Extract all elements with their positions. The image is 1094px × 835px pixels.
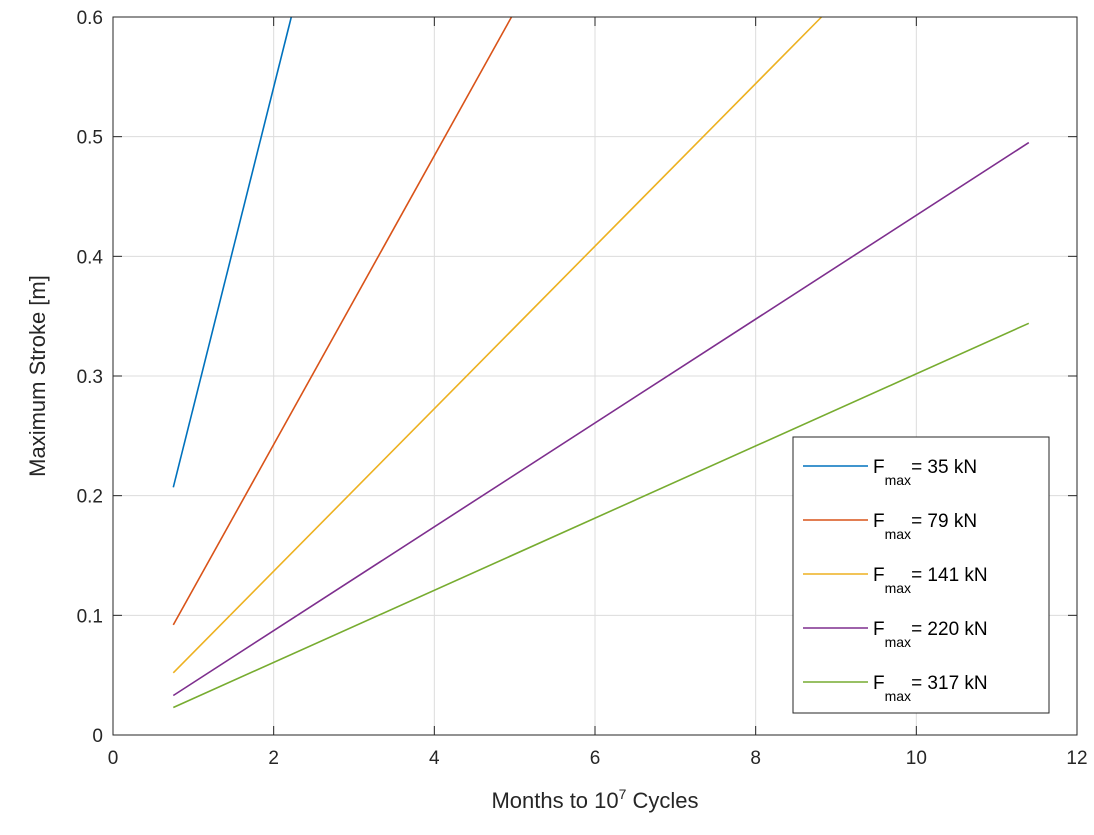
- y-tick-label: 0.1: [77, 606, 103, 627]
- legend-label: Fmax= 35 kN: [873, 457, 977, 488]
- series-line: [172, 141, 1030, 697]
- series-line: [172, 16, 513, 626]
- legend-label: Fmax= 220 kN: [873, 619, 988, 650]
- x-tick-label: 4: [429, 748, 440, 769]
- series-lines: [172, 16, 1030, 709]
- x-tick-label: 2: [268, 748, 279, 769]
- x-tick-label: 12: [1066, 748, 1087, 769]
- y-tick-label: 0.3: [77, 367, 103, 388]
- x-axis-title-suffix: Cycles: [626, 788, 698, 813]
- legend-box: [792, 436, 1050, 714]
- y-axis-title: Maximum Stroke [m]: [25, 275, 50, 477]
- x-tick-label: 0: [108, 748, 119, 769]
- x-tick-label: 10: [906, 748, 927, 769]
- y-tick-label: 0.5: [77, 128, 103, 149]
- x-axis-title-exponent: 7: [619, 786, 627, 802]
- x-axis-title: Months to 107 Cycles: [491, 786, 698, 813]
- ticks: [112, 16, 1078, 736]
- series-line: [172, 16, 293, 488]
- series-line: [172, 16, 823, 674]
- y-tick-label: 0.2: [77, 487, 103, 508]
- legend-label: Fmax= 79 kN: [873, 511, 977, 542]
- y-tick-label: 0.4: [77, 247, 104, 268]
- legend-label: Fmax= 141 kN: [873, 565, 988, 596]
- x-axis-title-prefix: Months to 10: [491, 788, 618, 813]
- x-tick-label: 6: [590, 748, 601, 769]
- legend: Fmax= 35 kN Fmax= 79 kN Fmax= 141 kN Fmax= …: [792, 436, 1050, 714]
- series-line: [172, 322, 1030, 709]
- y-tick-label: 0: [92, 726, 103, 747]
- y-tick-label: 0.6: [77, 8, 103, 29]
- x-tick-label: 8: [750, 748, 761, 769]
- legend-label: Fmax= 317 kN: [873, 673, 988, 704]
- tick-labels: 0 2 4 6 8 10 12 0 0.1 0.2 0.3 0.4 0.5 0.6: [77, 8, 1088, 769]
